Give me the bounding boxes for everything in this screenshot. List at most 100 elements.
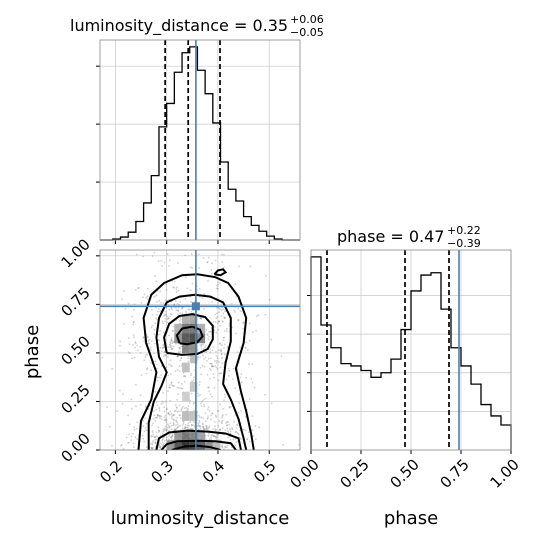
sample-point	[251, 429, 254, 432]
sample-point	[252, 435, 255, 438]
sample-point	[207, 357, 210, 360]
sample-point	[238, 265, 241, 268]
phase-title-text: phase = 0.47	[337, 227, 444, 246]
sample-point	[234, 283, 237, 286]
sample-point	[158, 406, 161, 409]
sample-point	[239, 438, 242, 440]
sample-point	[209, 357, 212, 360]
sample-point	[225, 413, 228, 416]
sample-point	[141, 434, 144, 437]
sample-point	[181, 387, 184, 390]
sample-point	[205, 424, 208, 427]
phase-histogram-bin	[481, 405, 491, 450]
sample-point	[168, 308, 171, 311]
sample-point	[183, 427, 186, 430]
sample-point	[165, 438, 168, 441]
sample-point	[161, 400, 164, 403]
sample-point	[166, 253, 169, 255]
sample-point	[144, 354, 147, 357]
sample-point	[173, 385, 175, 387]
sample-point	[161, 439, 164, 442]
sample-point	[172, 414, 175, 417]
sample-point	[164, 439, 166, 442]
sample-point	[168, 317, 170, 320]
sample-point	[155, 408, 158, 411]
sample-point	[135, 405, 137, 408]
sample-point	[182, 422, 185, 425]
sample-point	[215, 362, 218, 364]
sample-point	[170, 339, 173, 341]
sample-point	[227, 436, 229, 439]
sample-point	[169, 313, 172, 315]
sample-point	[223, 343, 226, 346]
sample-point	[200, 345, 203, 348]
density-contour	[171, 444, 221, 450]
sample-point	[156, 414, 159, 417]
sample-point	[159, 445, 162, 448]
sample-point	[213, 376, 216, 379]
sample-point	[173, 410, 176, 413]
sample-point	[161, 264, 163, 267]
sample-point	[248, 398, 251, 400]
sample-point	[219, 324, 222, 327]
sample-point	[192, 402, 195, 405]
sample-point	[188, 402, 191, 404]
sample-point	[221, 416, 223, 419]
sample-point	[142, 255, 145, 258]
sample-point	[142, 419, 145, 422]
sample-point	[172, 423, 175, 425]
sample-point	[244, 346, 247, 349]
sample-point	[225, 422, 227, 424]
sample-point	[152, 433, 155, 436]
sample-point	[155, 401, 158, 404]
sample-point	[234, 444, 236, 447]
sample-point	[227, 421, 230, 423]
sample-point	[166, 315, 169, 318]
sample-point	[180, 356, 182, 359]
sample-point	[201, 352, 204, 355]
sample-point	[202, 400, 204, 402]
sample-point	[251, 415, 254, 418]
phase-vs-luminosity-distance-panel: 0.2 0.3 0.4 0.5 0.00 0.25 0.50 0.75 1.00	[57, 235, 301, 486]
sample-point	[156, 314, 158, 316]
phase-histogram-bin	[321, 325, 331, 450]
sample-point	[151, 313, 154, 316]
sample-point	[224, 317, 227, 320]
sample-point	[186, 426, 189, 429]
sample-point	[180, 408, 183, 411]
sample-point	[148, 338, 151, 341]
sample-point	[143, 359, 146, 362]
sample-point	[237, 411, 240, 414]
sample-point	[205, 425, 208, 427]
phase-histogram-bin	[421, 275, 431, 450]
sample-point	[161, 441, 164, 444]
density-cell	[166, 440, 175, 450]
sample-point	[197, 253, 200, 256]
sample-point	[170, 345, 173, 348]
sample-point	[237, 319, 240, 322]
sample-point	[151, 255, 154, 257]
sample-point	[249, 265, 252, 268]
sample-point	[169, 364, 172, 367]
density-frame	[99, 249, 301, 451]
y-tick-label: 0.75	[57, 284, 93, 320]
sample-point	[206, 417, 209, 420]
sample-point	[187, 422, 190, 425]
sample-point	[220, 309, 223, 311]
density-cell	[189, 323, 198, 334]
sample-point	[153, 251, 156, 254]
sample-point	[154, 295, 157, 297]
sample-point	[146, 353, 149, 356]
sample-point	[156, 310, 159, 313]
sample-point	[171, 329, 174, 332]
sample-point	[208, 432, 210, 435]
sample-point	[193, 426, 196, 428]
sample-point	[246, 438, 249, 441]
sample-point	[206, 359, 208, 362]
sample-point	[144, 417, 147, 420]
luminosity-distance-histogram-bin	[236, 201, 244, 240]
sample-point	[153, 296, 156, 298]
sample-point	[143, 340, 146, 343]
sample-point	[214, 425, 216, 428]
sample-point	[162, 443, 165, 445]
